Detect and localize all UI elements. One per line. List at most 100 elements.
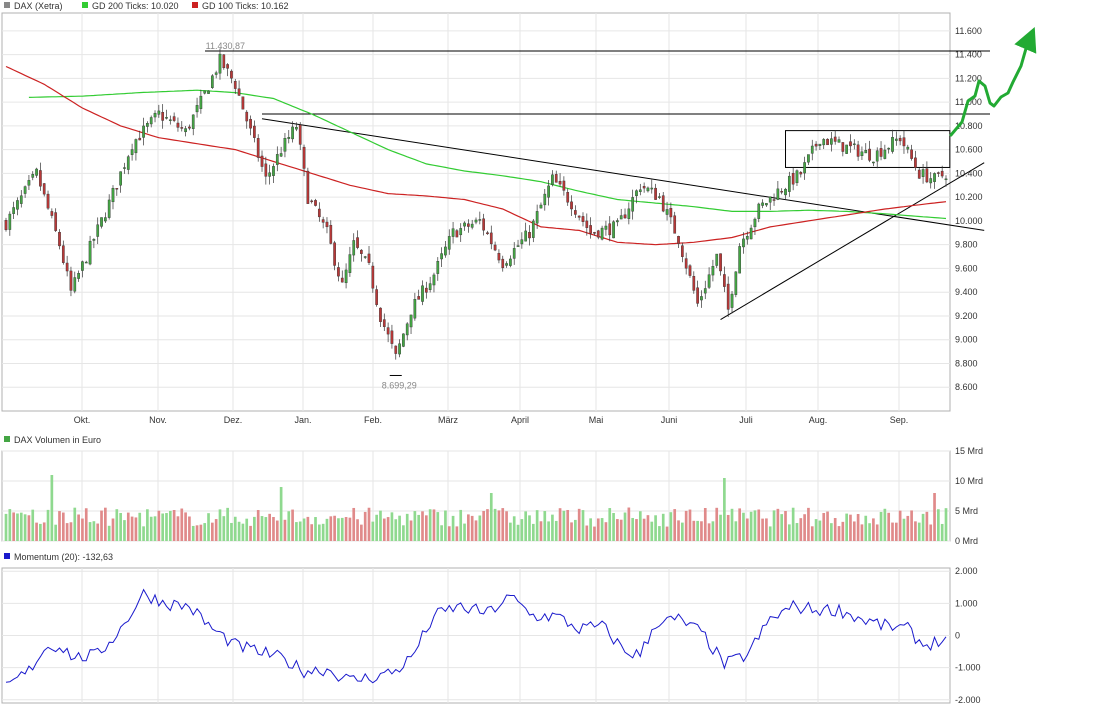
candle-body (509, 258, 512, 266)
volume-bar (268, 513, 271, 541)
volume-bar (742, 512, 745, 541)
volume-bar (4, 513, 8, 541)
candle-body (119, 171, 122, 186)
candlestick (35, 167, 38, 178)
volume-bar (226, 507, 229, 541)
candlestick (210, 74, 214, 89)
candle-body (188, 126, 191, 129)
candlestick (520, 232, 524, 249)
candlestick (390, 324, 394, 349)
candlestick (849, 134, 852, 153)
candle-body (711, 266, 715, 276)
volume-bar (661, 513, 665, 541)
candle-body (96, 224, 100, 237)
candle-body (306, 170, 310, 204)
candlestick (149, 115, 153, 128)
volume-bar (814, 519, 818, 541)
candlestick (104, 212, 107, 223)
volume-bar (761, 518, 764, 541)
volume-bar (585, 525, 589, 541)
candlestick (424, 281, 428, 299)
volume-bar (535, 510, 539, 541)
volume-bar (298, 521, 302, 541)
volume-bar (405, 513, 409, 541)
candle-body (730, 293, 734, 308)
candle-body (455, 230, 459, 238)
volume-bar (35, 522, 38, 541)
candlestick (111, 185, 115, 210)
consolidation-box (785, 130, 951, 168)
candlestick (126, 154, 130, 175)
volume-bar (432, 509, 436, 541)
candle-body (337, 267, 340, 277)
candlestick (596, 229, 600, 240)
volume-bar (386, 517, 390, 541)
volume-bar (658, 526, 661, 541)
candlestick (703, 280, 707, 300)
candle-body (531, 220, 535, 238)
candlestick (92, 238, 96, 249)
price-y-tick-label: 11.200 (955, 73, 982, 83)
candle-body (745, 236, 749, 240)
candle-body (585, 220, 589, 228)
candlestick (451, 222, 455, 244)
candle-body (463, 222, 466, 227)
price-y-tick-label: 9.000 (955, 335, 978, 345)
volume-bar (787, 524, 791, 541)
candle-body (719, 253, 722, 272)
candle-body (19, 195, 23, 204)
candle-body (489, 232, 493, 245)
candlestick (551, 170, 554, 187)
candlestick (921, 163, 925, 184)
volume-bar (203, 523, 207, 541)
candlestick (444, 241, 447, 258)
candlestick (937, 171, 940, 178)
volume-bar (677, 520, 680, 541)
volume-bar (925, 511, 929, 541)
legend-label-dax: DAX (Xetra) (14, 1, 63, 11)
price-x-tick-label: Feb. (364, 415, 382, 425)
volume-bar (88, 522, 92, 541)
volume-y-tick-label: 0 Mrd (955, 536, 978, 546)
candle-body (123, 167, 126, 169)
volume-bar (176, 516, 180, 541)
candlestick (356, 230, 359, 250)
candlestick (761, 199, 764, 209)
candlestick (574, 205, 577, 218)
momentum-y-tick-label: 2.000 (955, 566, 978, 576)
candlestick (642, 182, 646, 193)
candle-body (799, 172, 803, 175)
candle-body (749, 227, 753, 240)
candle-body (612, 221, 615, 239)
volume-bar (50, 475, 54, 541)
volume-bar (791, 507, 795, 541)
volume-bar (272, 517, 275, 541)
volume-bar (8, 509, 12, 541)
candle-body (172, 116, 176, 121)
volume-title: DAX Volumen in Euro (14, 435, 101, 445)
volume-bar (245, 518, 249, 541)
volume-bar (100, 510, 103, 541)
candlestick (562, 176, 566, 196)
volume-bar (360, 524, 363, 541)
candle-body (214, 72, 218, 75)
candlestick (627, 202, 631, 225)
candle-body (35, 168, 38, 176)
candle-body (547, 185, 550, 198)
candlestick (872, 161, 875, 167)
candlestick (528, 225, 531, 246)
candlestick (50, 208, 54, 219)
volume-bar (715, 507, 719, 541)
volume-bar (914, 521, 917, 541)
volume-bar (665, 526, 669, 541)
volume-bar (539, 521, 543, 541)
candle-body (604, 225, 608, 230)
candlestick (581, 212, 585, 227)
candle-body (757, 203, 761, 219)
volume-bar (868, 523, 871, 541)
candle-body (58, 231, 61, 247)
candle-body (917, 169, 921, 179)
volume-bar (906, 515, 910, 541)
candle-body (669, 208, 673, 218)
volume-bar (237, 521, 241, 541)
